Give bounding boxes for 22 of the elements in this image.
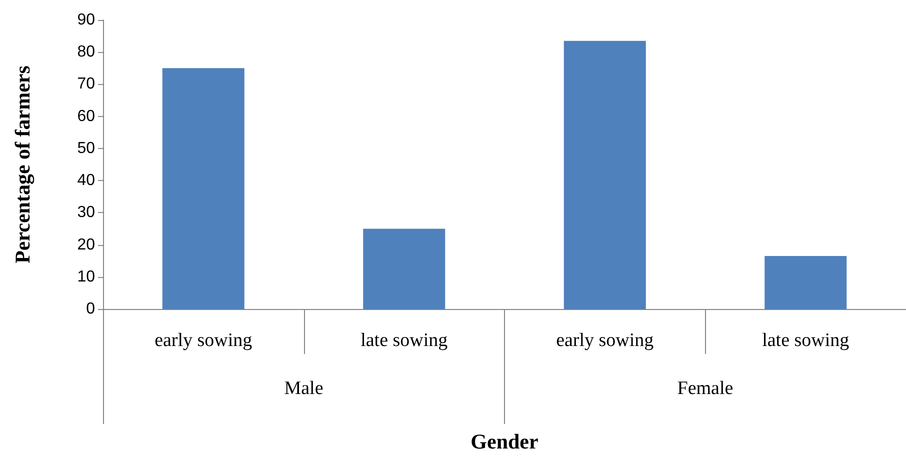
bar	[363, 228, 446, 309]
x-tick-label: late sowing	[762, 330, 850, 351]
y-tick-label: 90	[77, 12, 96, 28]
x-axis-title: Gender	[470, 430, 538, 454]
y-tick-label: 80	[77, 44, 96, 61]
bar	[162, 68, 244, 309]
y-tick-label: 70	[77, 76, 96, 93]
text: Male	[284, 378, 324, 399]
y-tick-label: 50	[77, 140, 96, 157]
y-tick-label: 20	[77, 236, 96, 254]
text: Female	[677, 378, 734, 399]
y-tick-label: 60	[77, 108, 96, 125]
y-tick-label: 0	[86, 300, 96, 318]
x-tick-label: early sowing	[154, 330, 253, 351]
x-tick-label: late sowing	[360, 330, 448, 351]
y-tick-label: 30	[77, 204, 96, 222]
y-tick-label: 40	[77, 172, 96, 190]
bar	[564, 40, 646, 309]
y-tick-label: 10	[77, 268, 96, 286]
x-tick-label: early sowing	[556, 330, 654, 351]
bar	[764, 256, 847, 309]
y-axis-title: Percentage of farmers	[10, 66, 34, 264]
